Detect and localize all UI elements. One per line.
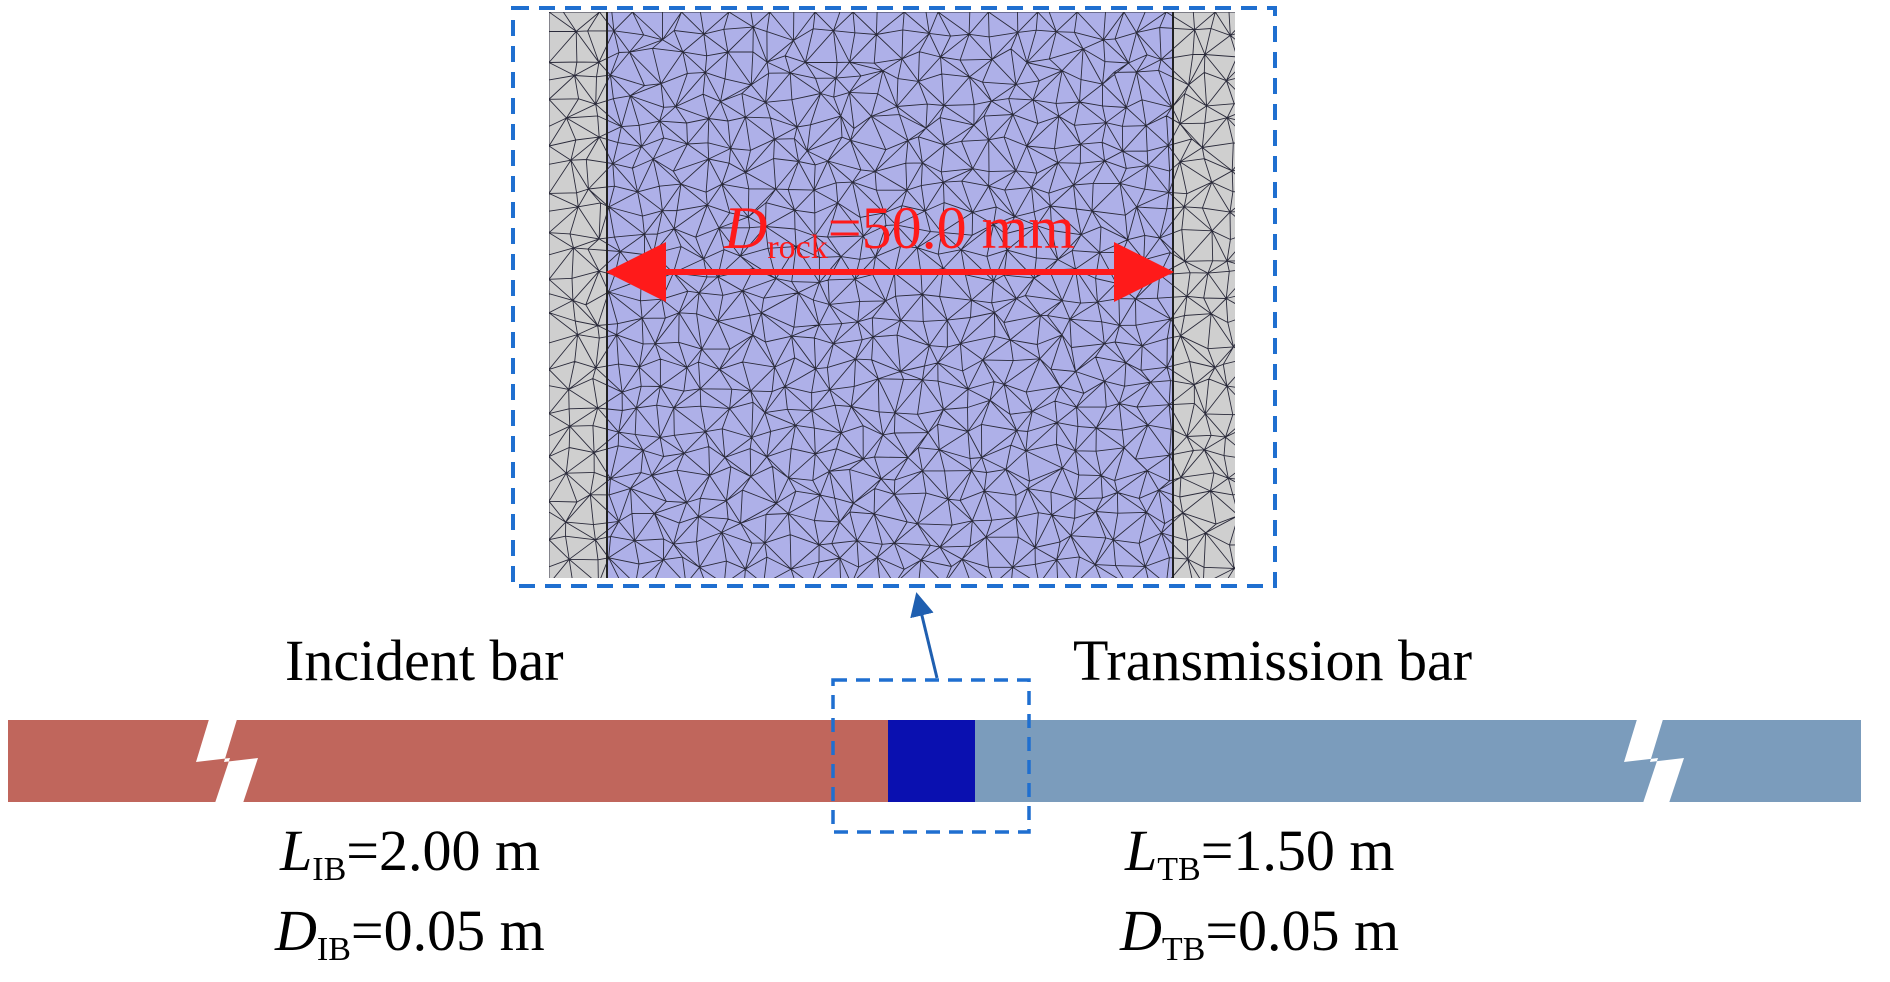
transmission-diameter-value: =0.05 m (1205, 898, 1400, 963)
rock-diameter-value: =50.0 mm (827, 195, 1075, 261)
transmission-length-symbol: L (1125, 818, 1158, 883)
zoom-inset (511, 6, 1277, 588)
transmission-diameter-symbol: D (1120, 898, 1162, 963)
incident-bar (8, 720, 888, 802)
inset-dashed-frame (511, 6, 1277, 588)
incident-bar-diameter-label: DIB=0.05 m (275, 902, 545, 967)
transmission-length-value: =1.50 m (1200, 818, 1395, 883)
transmission-bar-title: Transmission bar (1073, 628, 1473, 693)
incident-bar-break-symbol (196, 716, 258, 806)
transmission-bar-break-symbol (1624, 716, 1684, 806)
rock-diameter-subscript: rock (767, 229, 828, 266)
transmission-length-subscript: TB (1157, 851, 1201, 888)
rock-diameter-label: Drock=50.0 mm (724, 195, 1075, 265)
transmission-bar (975, 720, 1861, 802)
zoom-connector-arrow (910, 592, 939, 679)
incident-bar-title: Incident bar (285, 628, 564, 693)
transmission-bar-length-label: LTB=1.50 m (1125, 822, 1395, 887)
rock-diameter-symbol: D (724, 195, 768, 261)
specimen-zoom-box (831, 678, 1031, 834)
incident-length-subscript: IB (312, 851, 347, 888)
incident-bar-length-label: LIB=2.00 m (280, 822, 540, 887)
transmission-bar-diameter-label: DTB=0.05 m (1120, 902, 1399, 967)
transmission-diameter-subscript: TB (1161, 931, 1206, 968)
rock-specimen (888, 720, 975, 802)
incident-diameter-symbol: D (275, 898, 317, 963)
incident-length-symbol: L (280, 818, 313, 883)
incident-diameter-value: =0.05 m (350, 898, 545, 963)
incident-length-value: =2.00 m (346, 818, 541, 883)
incident-diameter-subscript: IB (316, 931, 351, 968)
